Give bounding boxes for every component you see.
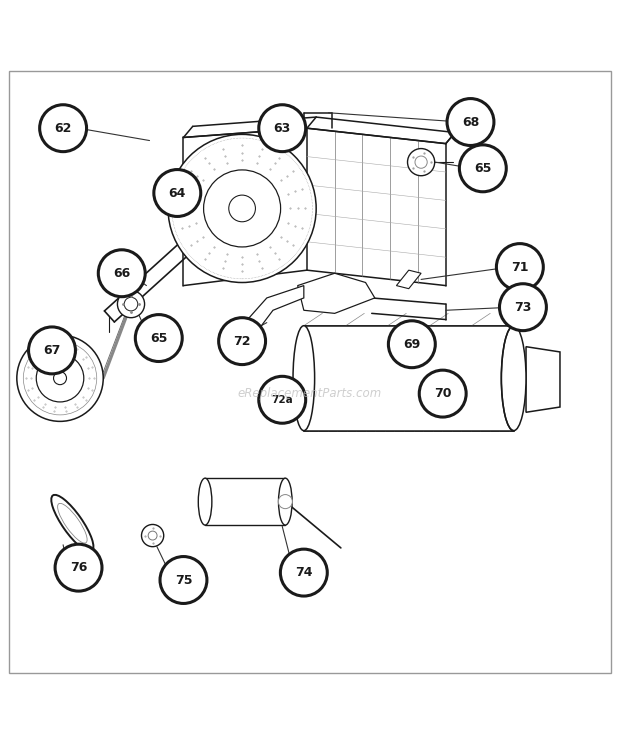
Circle shape: [53, 372, 66, 385]
Circle shape: [388, 321, 435, 368]
Ellipse shape: [198, 478, 212, 525]
Text: 68: 68: [462, 115, 479, 129]
Polygon shape: [298, 273, 375, 313]
Circle shape: [124, 298, 138, 311]
Circle shape: [40, 105, 87, 152]
Text: 67: 67: [43, 344, 61, 357]
Circle shape: [219, 318, 265, 365]
Circle shape: [407, 149, 435, 176]
Circle shape: [419, 371, 466, 417]
Circle shape: [280, 549, 327, 596]
Text: 66: 66: [113, 267, 130, 280]
Text: eReplacementParts.com: eReplacementParts.com: [238, 387, 382, 400]
Polygon shape: [526, 347, 560, 412]
Circle shape: [17, 335, 104, 421]
Ellipse shape: [58, 504, 87, 543]
Text: 65: 65: [150, 332, 167, 344]
Circle shape: [168, 135, 316, 283]
Text: 72: 72: [233, 335, 251, 347]
Circle shape: [36, 354, 84, 402]
Circle shape: [447, 98, 494, 146]
Circle shape: [203, 170, 281, 247]
Text: 69: 69: [403, 338, 420, 350]
Ellipse shape: [51, 495, 94, 551]
Circle shape: [278, 495, 293, 509]
Circle shape: [229, 195, 255, 222]
Circle shape: [29, 327, 76, 373]
Circle shape: [55, 544, 102, 591]
Circle shape: [415, 156, 427, 168]
Text: 65: 65: [474, 161, 492, 175]
Circle shape: [148, 531, 157, 540]
Polygon shape: [242, 286, 304, 335]
Text: 71: 71: [511, 260, 529, 274]
Text: 72a: 72a: [272, 395, 293, 405]
Circle shape: [500, 283, 546, 330]
Text: 73: 73: [514, 301, 531, 314]
Text: 64: 64: [169, 187, 186, 199]
Circle shape: [24, 341, 97, 415]
Ellipse shape: [293, 326, 314, 431]
FancyBboxPatch shape: [9, 71, 611, 673]
Text: 62: 62: [55, 122, 72, 135]
Circle shape: [259, 105, 306, 152]
Circle shape: [259, 376, 306, 423]
Text: 74: 74: [295, 566, 312, 579]
Text: 70: 70: [434, 387, 451, 400]
FancyBboxPatch shape: [304, 326, 514, 431]
Circle shape: [497, 243, 543, 290]
Text: 75: 75: [175, 574, 192, 586]
Ellipse shape: [502, 326, 526, 431]
Text: 63: 63: [273, 122, 291, 135]
Circle shape: [117, 290, 144, 318]
Circle shape: [99, 250, 145, 297]
Circle shape: [160, 557, 207, 603]
Circle shape: [154, 170, 201, 217]
Circle shape: [459, 145, 507, 192]
Polygon shape: [396, 270, 421, 289]
Circle shape: [141, 525, 164, 547]
Circle shape: [135, 315, 182, 362]
Text: 76: 76: [70, 561, 87, 574]
Ellipse shape: [278, 478, 292, 525]
